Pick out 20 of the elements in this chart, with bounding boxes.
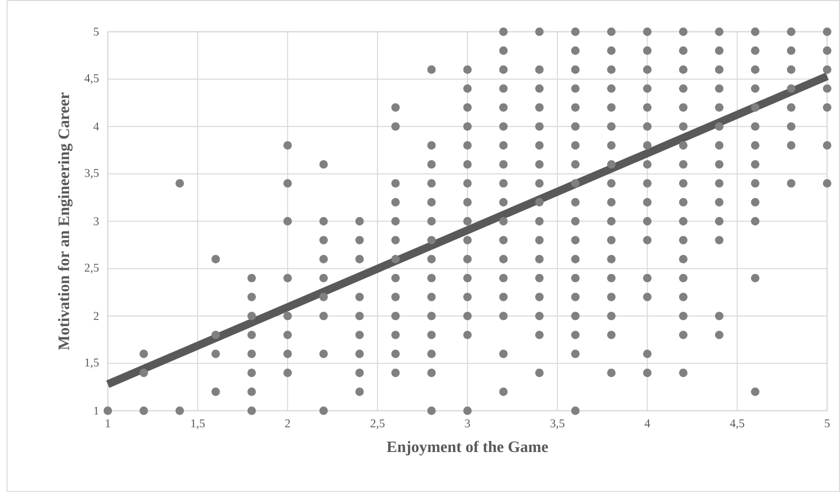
x-tick-label: 3 [465,419,470,428]
x-tick-label: 4 [644,419,650,428]
y-axis-title: Motivation for an Engineering Career [58,92,73,350]
y-tick-label: 4,5 [84,74,99,84]
x-tick-label: 5 [824,419,830,428]
y-tick-label: 3 [94,217,99,226]
y-tick-label: 1 [94,406,98,415]
y-tick-label: 2,5 [84,264,99,274]
x-axis-title: Enjoyment of the Game [386,440,548,456]
x-tick-label: 1 [106,419,110,428]
y-tick-label: 5 [94,28,99,36]
y-tick-label: 3,5 [84,168,99,179]
y-tick-label: 2 [94,312,98,320]
x-tick-label: 4,5 [730,419,744,430]
x-tick-label: 2 [285,419,290,428]
x-tick-label: 2,5 [370,419,385,430]
y-tick-label: 4 [93,122,99,130]
x-tick-label: 1,5 [191,419,205,430]
x-tick-label: 3,5 [550,419,564,430]
y-tick-label: 1,5 [85,358,99,368]
